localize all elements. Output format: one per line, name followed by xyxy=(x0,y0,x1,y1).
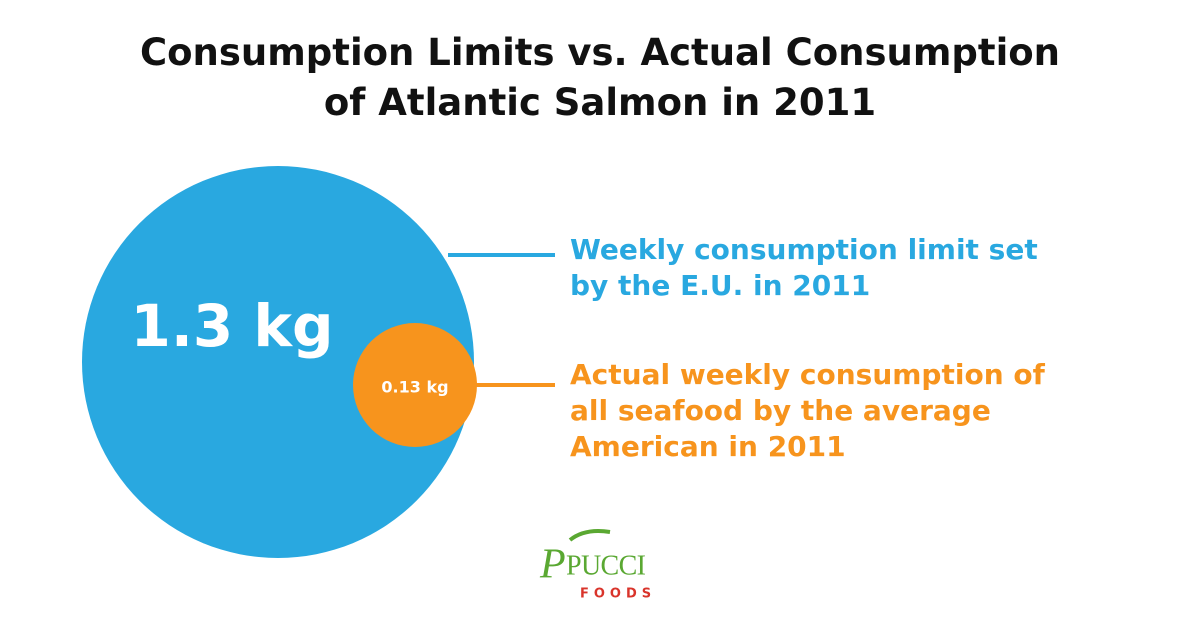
description: Actual weekly consumption of all seafood… xyxy=(570,358,1045,463)
bubble xyxy=(353,323,477,447)
chart-title: Consumption Limits vs. Actual Consumptio… xyxy=(139,31,1061,124)
bubble xyxy=(82,166,474,558)
description: Weekly consumption limit set by the E.U.… xyxy=(570,233,1038,302)
logo: P PUCCI FOODS xyxy=(539,529,656,602)
logo-name: PUCCI xyxy=(566,550,646,581)
logo-initial: P xyxy=(539,542,566,588)
value-label: 1.3 kg xyxy=(130,292,333,360)
logo-sub: FOODS xyxy=(580,587,656,602)
value-label: 0.13 kg xyxy=(381,378,448,397)
